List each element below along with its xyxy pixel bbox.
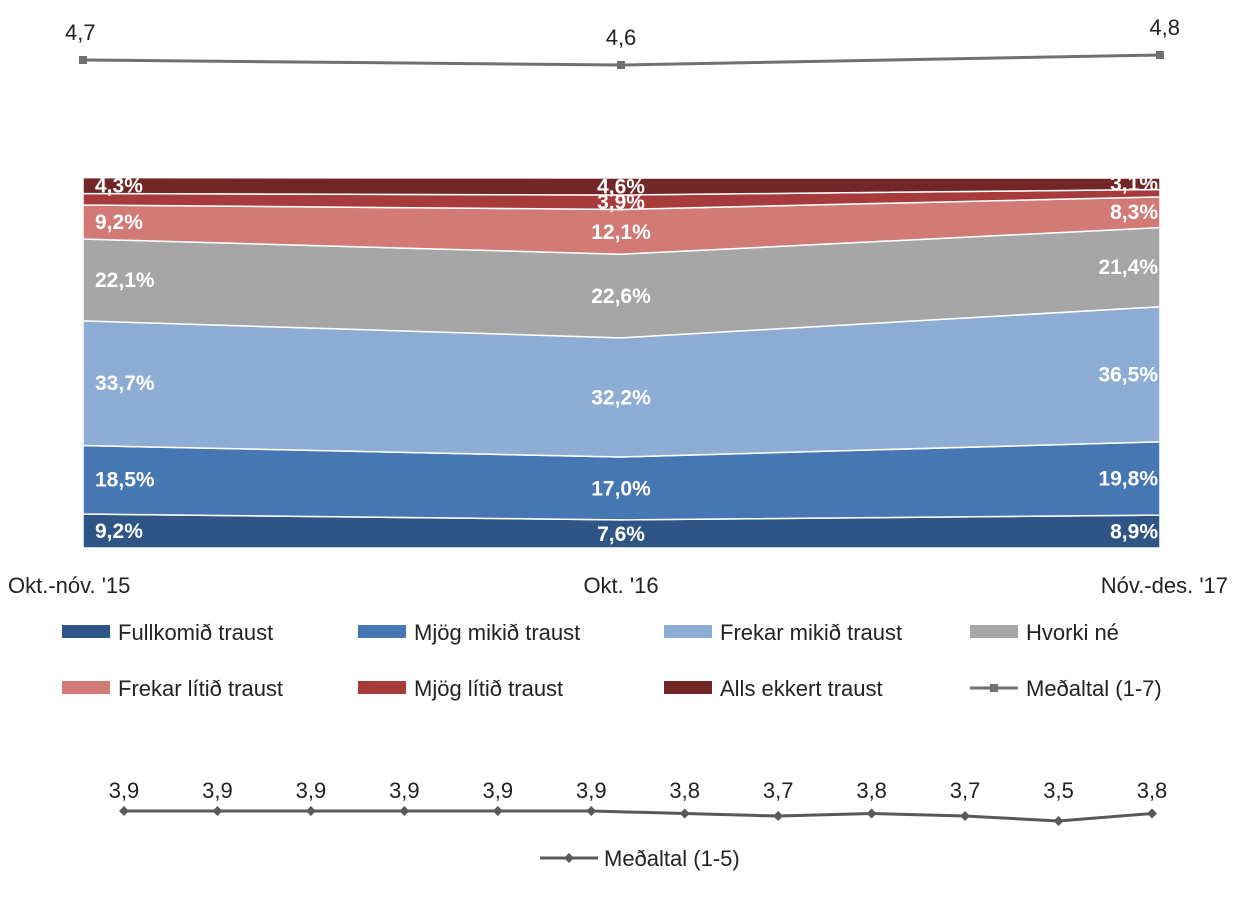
legend-label: Mjög mikið traust (414, 620, 580, 645)
mean-1-5-marker (866, 808, 877, 819)
mean-1-5-value-label: 3,8 (669, 778, 700, 803)
mean-1-5-value-label: 3,9 (483, 778, 514, 803)
legend-label: Fullkomið traust (118, 620, 273, 645)
mean-1-7-value-label: 4,8 (1149, 15, 1180, 40)
legend-label: Meðaltal (1-5) (604, 846, 740, 871)
legend-label: Meðaltal (1-7) (1026, 676, 1162, 701)
legend-label: Mjög lítið traust (414, 676, 563, 701)
legend-swatch (62, 625, 110, 638)
mean-1-5-value-label: 3,9 (296, 778, 327, 803)
area-data-label: 17,0% (591, 477, 651, 500)
stacked-area-chart: 9,2% 7,6% 8,9% 18,5% 17,0% 19,8% 33,7% 32,2% 36,… (8, 173, 1228, 598)
mean-1-5-value-label: 3,8 (856, 778, 887, 803)
area-data-label: 9,2% (95, 211, 143, 234)
mean-1-5-marker (119, 806, 129, 816)
x-tick-label: Okt. '16 (583, 573, 658, 598)
legend-swatch (970, 625, 1018, 638)
legend-line-marker (990, 684, 998, 692)
legend-label: Frekar mikið traust (720, 620, 902, 645)
area-data-label: 4,3% (95, 175, 143, 198)
area-data-label: 32,2% (591, 386, 651, 409)
mean-1-7-value-label: 4,6 (606, 25, 637, 50)
area-band (82, 176, 1161, 196)
mean-1-5-line-chart: 3,9 3,9 3,9 3,9 3,9 3,9 3,8 3,7 3,8 3,7 3,5 3,8 Meða… (109, 778, 1168, 871)
mean-1-5-marker (586, 806, 597, 816)
mean-1-5-value-label: 3,9 (202, 778, 233, 803)
area-data-label: 7,6% (597, 523, 645, 546)
chart-legend: Fullkomið traust Mjög mikið traust Frekar … (62, 620, 1162, 701)
area-data-label: 21,4% (1098, 256, 1158, 279)
mean-1-5-marker (492, 806, 503, 816)
legend-swatch (664, 625, 712, 638)
mean-1-5-value-label: 3,9 (576, 778, 607, 803)
legend-label: Hvorki né (1026, 620, 1119, 645)
mean-1-5-marker (960, 811, 971, 821)
area-data-label: 3,1% (1110, 173, 1158, 196)
mean-1-5-marker (679, 808, 690, 819)
legend-line-marker (564, 853, 574, 863)
area-data-label: 22,1% (95, 269, 155, 292)
mean-1-5-value-label: 3,9 (109, 778, 140, 803)
mean-1-5-marker (399, 806, 410, 816)
area-data-label: 36,5% (1098, 363, 1158, 386)
area-data-label: 12,1% (591, 221, 651, 244)
mean-1-7-marker (79, 56, 87, 64)
legend-swatch (664, 681, 712, 694)
mean-1-5-value-label: 3,8 (1137, 778, 1168, 803)
legend-label: Alls ekkert traust (720, 676, 883, 701)
mean-1-5-value-label: 3,7 (763, 778, 794, 803)
area-data-label: 8,9% (1110, 521, 1158, 544)
area-data-label: 3,9% (597, 191, 645, 214)
legend-swatch (358, 681, 406, 694)
mean-1-5-value-label: 3,7 (950, 778, 981, 803)
mean-1-7-line-chart: 4,7 4,6 4,8 (65, 15, 1180, 69)
area-data-label: 18,5% (95, 469, 155, 492)
area-data-label: 33,7% (95, 372, 155, 395)
mean-1-7-marker (1156, 51, 1164, 59)
legend-swatch (358, 625, 406, 638)
area-data-label: 22,6% (591, 285, 651, 308)
area-data-label: 8,3% (1110, 201, 1158, 224)
mean-1-5-line (124, 809, 1153, 823)
mean-1-5-marker (773, 811, 784, 821)
mean-1-7-marker (617, 61, 625, 69)
area-data-label: 19,8% (1098, 467, 1158, 490)
mean-1-5-value-label: 3,5 (1043, 778, 1074, 803)
mean-1-5-marker (1147, 808, 1157, 819)
legend-swatch (62, 681, 110, 694)
mean-1-5-marker (305, 806, 316, 816)
legend-label: Frekar lítið traust (118, 676, 283, 701)
mean-1-5-marker (212, 806, 223, 816)
area-data-label: 4,6% (597, 176, 645, 199)
mean-1-7-value-label: 4,7 (65, 20, 96, 45)
mean-1-5-marker (1053, 816, 1064, 826)
area-data-label: 9,2% (95, 520, 143, 543)
mean-1-5-value-label: 3,9 (389, 778, 420, 803)
x-tick-label: Okt.-nóv. '15 (8, 573, 130, 598)
x-tick-label: Nóv.-des. '17 (1101, 573, 1228, 598)
